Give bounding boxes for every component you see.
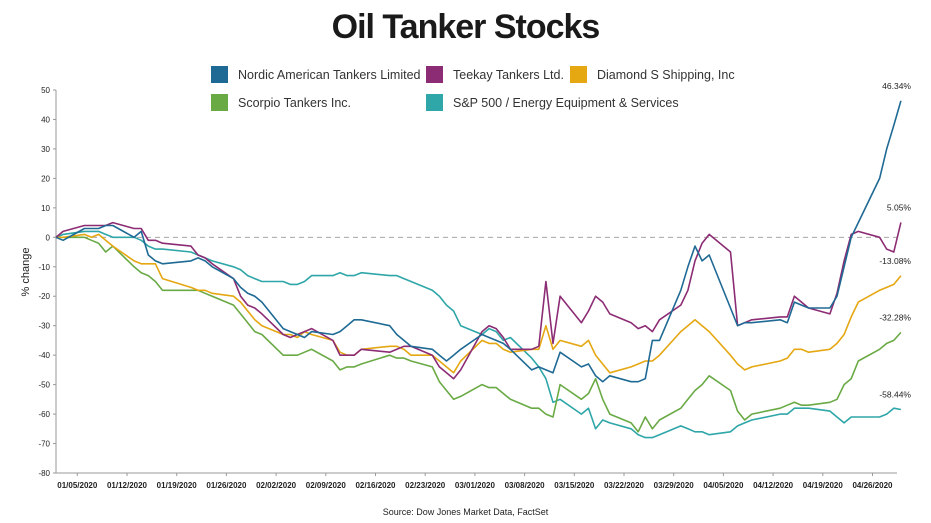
y-axis-label: % change (20, 248, 32, 297)
x-tick-label: 03/01/2020 (455, 481, 496, 490)
x-tick-label: 03/29/2020 (654, 481, 695, 490)
x-tick-label: 03/08/2020 (505, 481, 546, 490)
series-end-label: -58.44% (879, 389, 911, 399)
chart-axes: 50 40 30 20 10 0 -10 -20 -30 -40 -50 -60 -70 -80 01/05… (38, 86, 897, 490)
legend-item-diamond-s: Diamond S Shipping, Inc (570, 66, 735, 83)
y-tick-label: -20 (38, 292, 50, 301)
legend-swatch (211, 94, 228, 111)
y-tick-label: 0 (46, 233, 51, 242)
y-tick-label: 50 (41, 86, 50, 95)
series-end-label: -32.28% (879, 312, 911, 322)
series-line (55, 221, 902, 380)
x-tick-label: 03/22/2020 (604, 481, 645, 490)
x-tick-label: 01/19/2020 (157, 481, 198, 490)
x-tick-label: 01/05/2020 (57, 481, 98, 490)
y-tick-label: -40 (38, 351, 50, 360)
y-tick-label: -30 (38, 322, 50, 331)
x-tick-label: 04/26/2020 (852, 481, 893, 490)
series-line (56, 233, 902, 374)
y-tick-label: -60 (38, 410, 50, 419)
y-tick-label: 20 (41, 174, 50, 183)
legend-swatch (426, 66, 443, 83)
x-tick-label: 02/09/2020 (306, 481, 347, 490)
legend-swatch (211, 66, 228, 83)
series-end-label: 46.34% (882, 81, 911, 91)
legend-swatch (570, 66, 587, 83)
y-tick-label: 40 (41, 115, 50, 124)
x-tick-label: 03/15/2020 (554, 481, 595, 490)
legend-swatch (426, 94, 443, 111)
chart-end-labels: 46.34% 5.05% -13.08% -32.28% -58.44% (879, 81, 911, 400)
x-tick-label: 04/05/2020 (703, 481, 744, 490)
y-tick-label: 30 (41, 145, 50, 154)
legend-label: Diamond S Shipping, Inc (597, 67, 735, 82)
legend-label: Teekay Tankers Ltd. (453, 67, 564, 82)
series-end-label: 5.05% (887, 202, 912, 212)
series-end-label: -13.08% (879, 256, 911, 266)
x-tick-label: 01/26/2020 (206, 481, 247, 490)
chart-lines (55, 100, 902, 439)
x-tick-label: 01/12/2020 (107, 481, 148, 490)
legend-item-nordic-american: Nordic American Tankers Limited (211, 66, 420, 83)
legend-label: Scorpio Tankers Inc. (238, 95, 352, 110)
y-tick-label: 10 (41, 204, 50, 213)
legend-label: S&P 500 / Energy Equipment & Services (453, 95, 679, 110)
x-tick-label: 04/19/2020 (803, 481, 844, 490)
y-tick-label: -80 (38, 469, 50, 478)
legend: Nordic American Tankers Limited Teekay T… (0, 0, 931, 111)
legend-item-sp500-energy: S&P 500 / Energy Equipment & Services (426, 94, 679, 111)
x-tick-label: 02/23/2020 (405, 481, 446, 490)
source-note: Source: Dow Jones Market Data, FactSet (382, 507, 549, 517)
x-tick-label: 02/16/2020 (355, 481, 396, 490)
x-tick-label: 04/12/2020 (753, 481, 794, 490)
chart-title: Oil Tanker Stocks (331, 8, 601, 46)
x-tick-label: 02/02/2020 (256, 481, 297, 490)
legend-label: Nordic American Tankers Limited (238, 67, 421, 82)
y-tick-label: -50 (38, 381, 50, 390)
legend-item-scorpio: Scorpio Tankers Inc. (211, 94, 351, 111)
y-tick-label: -70 (38, 440, 50, 449)
series-line (56, 236, 902, 433)
legend-item-teekay: Teekay Tankers Ltd. (426, 66, 564, 83)
series-line (55, 100, 902, 383)
y-tick-label: -10 (38, 263, 50, 272)
